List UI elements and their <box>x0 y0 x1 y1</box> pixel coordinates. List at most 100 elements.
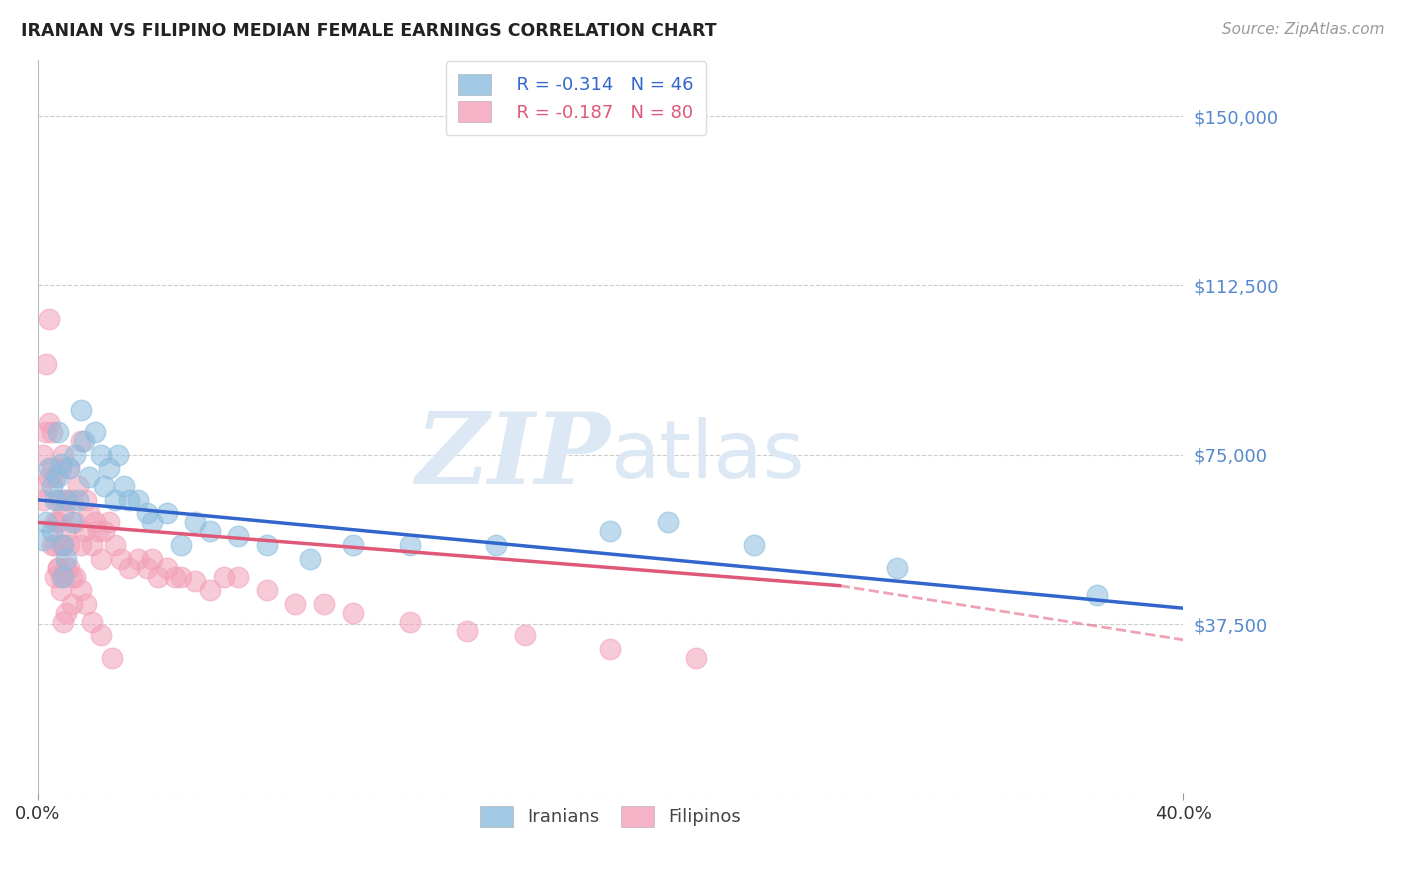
Point <box>685 651 707 665</box>
Point <box>63 516 86 530</box>
Point <box>58 461 80 475</box>
Point <box>256 583 278 598</box>
Point <box>170 538 193 552</box>
Text: IRANIAN VS FILIPINO MEDIAN FEMALE EARNINGS CORRELATION CHART: IRANIAN VS FILIPINO MEDIAN FEMALE EARNIN… <box>21 22 717 40</box>
Point <box>41 461 63 475</box>
Point <box>60 569 83 583</box>
Point <box>84 516 107 530</box>
Point <box>342 606 364 620</box>
Point <box>69 583 91 598</box>
Point <box>52 538 75 552</box>
Point <box>456 624 478 638</box>
Point <box>55 551 77 566</box>
Point <box>84 425 107 439</box>
Point <box>198 524 221 539</box>
Point <box>38 416 60 430</box>
Point <box>75 597 97 611</box>
Point <box>69 434 91 449</box>
Point <box>141 516 163 530</box>
Point <box>55 560 77 574</box>
Point <box>284 597 307 611</box>
Point <box>60 516 83 530</box>
Point <box>314 597 336 611</box>
Point <box>485 538 508 552</box>
Point <box>90 551 112 566</box>
Point <box>77 507 100 521</box>
Point <box>44 569 66 583</box>
Point <box>30 479 52 493</box>
Point <box>93 479 115 493</box>
Point <box>298 551 321 566</box>
Point <box>44 470 66 484</box>
Point <box>399 538 422 552</box>
Point <box>46 560 69 574</box>
Point <box>41 479 63 493</box>
Point <box>35 425 58 439</box>
Point <box>104 492 127 507</box>
Point <box>55 524 77 539</box>
Point <box>46 516 69 530</box>
Point <box>58 461 80 475</box>
Point <box>60 492 83 507</box>
Point <box>63 448 86 462</box>
Point <box>63 569 86 583</box>
Point <box>170 569 193 583</box>
Point <box>256 538 278 552</box>
Point <box>38 312 60 326</box>
Point <box>135 560 157 574</box>
Point <box>155 560 177 574</box>
Point <box>32 533 55 548</box>
Point <box>72 524 94 539</box>
Point <box>742 538 765 552</box>
Text: ZIP: ZIP <box>416 408 610 504</box>
Point <box>32 448 55 462</box>
Point <box>58 538 80 552</box>
Point <box>69 402 91 417</box>
Point <box>127 492 149 507</box>
Point <box>165 569 187 583</box>
Point <box>38 470 60 484</box>
Point <box>32 492 55 507</box>
Point <box>58 560 80 574</box>
Point <box>52 538 75 552</box>
Point <box>44 492 66 507</box>
Point <box>77 470 100 484</box>
Point <box>98 516 121 530</box>
Point <box>69 538 91 552</box>
Point <box>342 538 364 552</box>
Point <box>599 524 621 539</box>
Point <box>66 479 89 493</box>
Point <box>87 524 110 539</box>
Point <box>657 516 679 530</box>
Point <box>110 551 132 566</box>
Legend: Iranians, Filipinos: Iranians, Filipinos <box>471 797 749 836</box>
Point <box>60 597 83 611</box>
Point <box>155 507 177 521</box>
Point <box>104 538 127 552</box>
Point <box>513 628 536 642</box>
Point <box>35 358 58 372</box>
Point <box>41 524 63 539</box>
Point <box>75 492 97 507</box>
Point <box>46 560 69 574</box>
Point <box>886 560 908 574</box>
Point <box>599 641 621 656</box>
Point <box>112 479 135 493</box>
Point <box>82 538 104 552</box>
Point <box>184 574 207 588</box>
Point <box>90 448 112 462</box>
Point <box>49 457 72 471</box>
Point <box>49 492 72 507</box>
Point <box>44 538 66 552</box>
Point <box>46 470 69 484</box>
Point <box>46 425 69 439</box>
Text: atlas: atlas <box>610 417 804 495</box>
Point <box>101 651 124 665</box>
Point <box>226 529 249 543</box>
Point <box>141 551 163 566</box>
Point <box>52 615 75 629</box>
Point <box>118 492 141 507</box>
Point <box>35 516 58 530</box>
Point <box>198 583 221 598</box>
Point <box>46 492 69 507</box>
